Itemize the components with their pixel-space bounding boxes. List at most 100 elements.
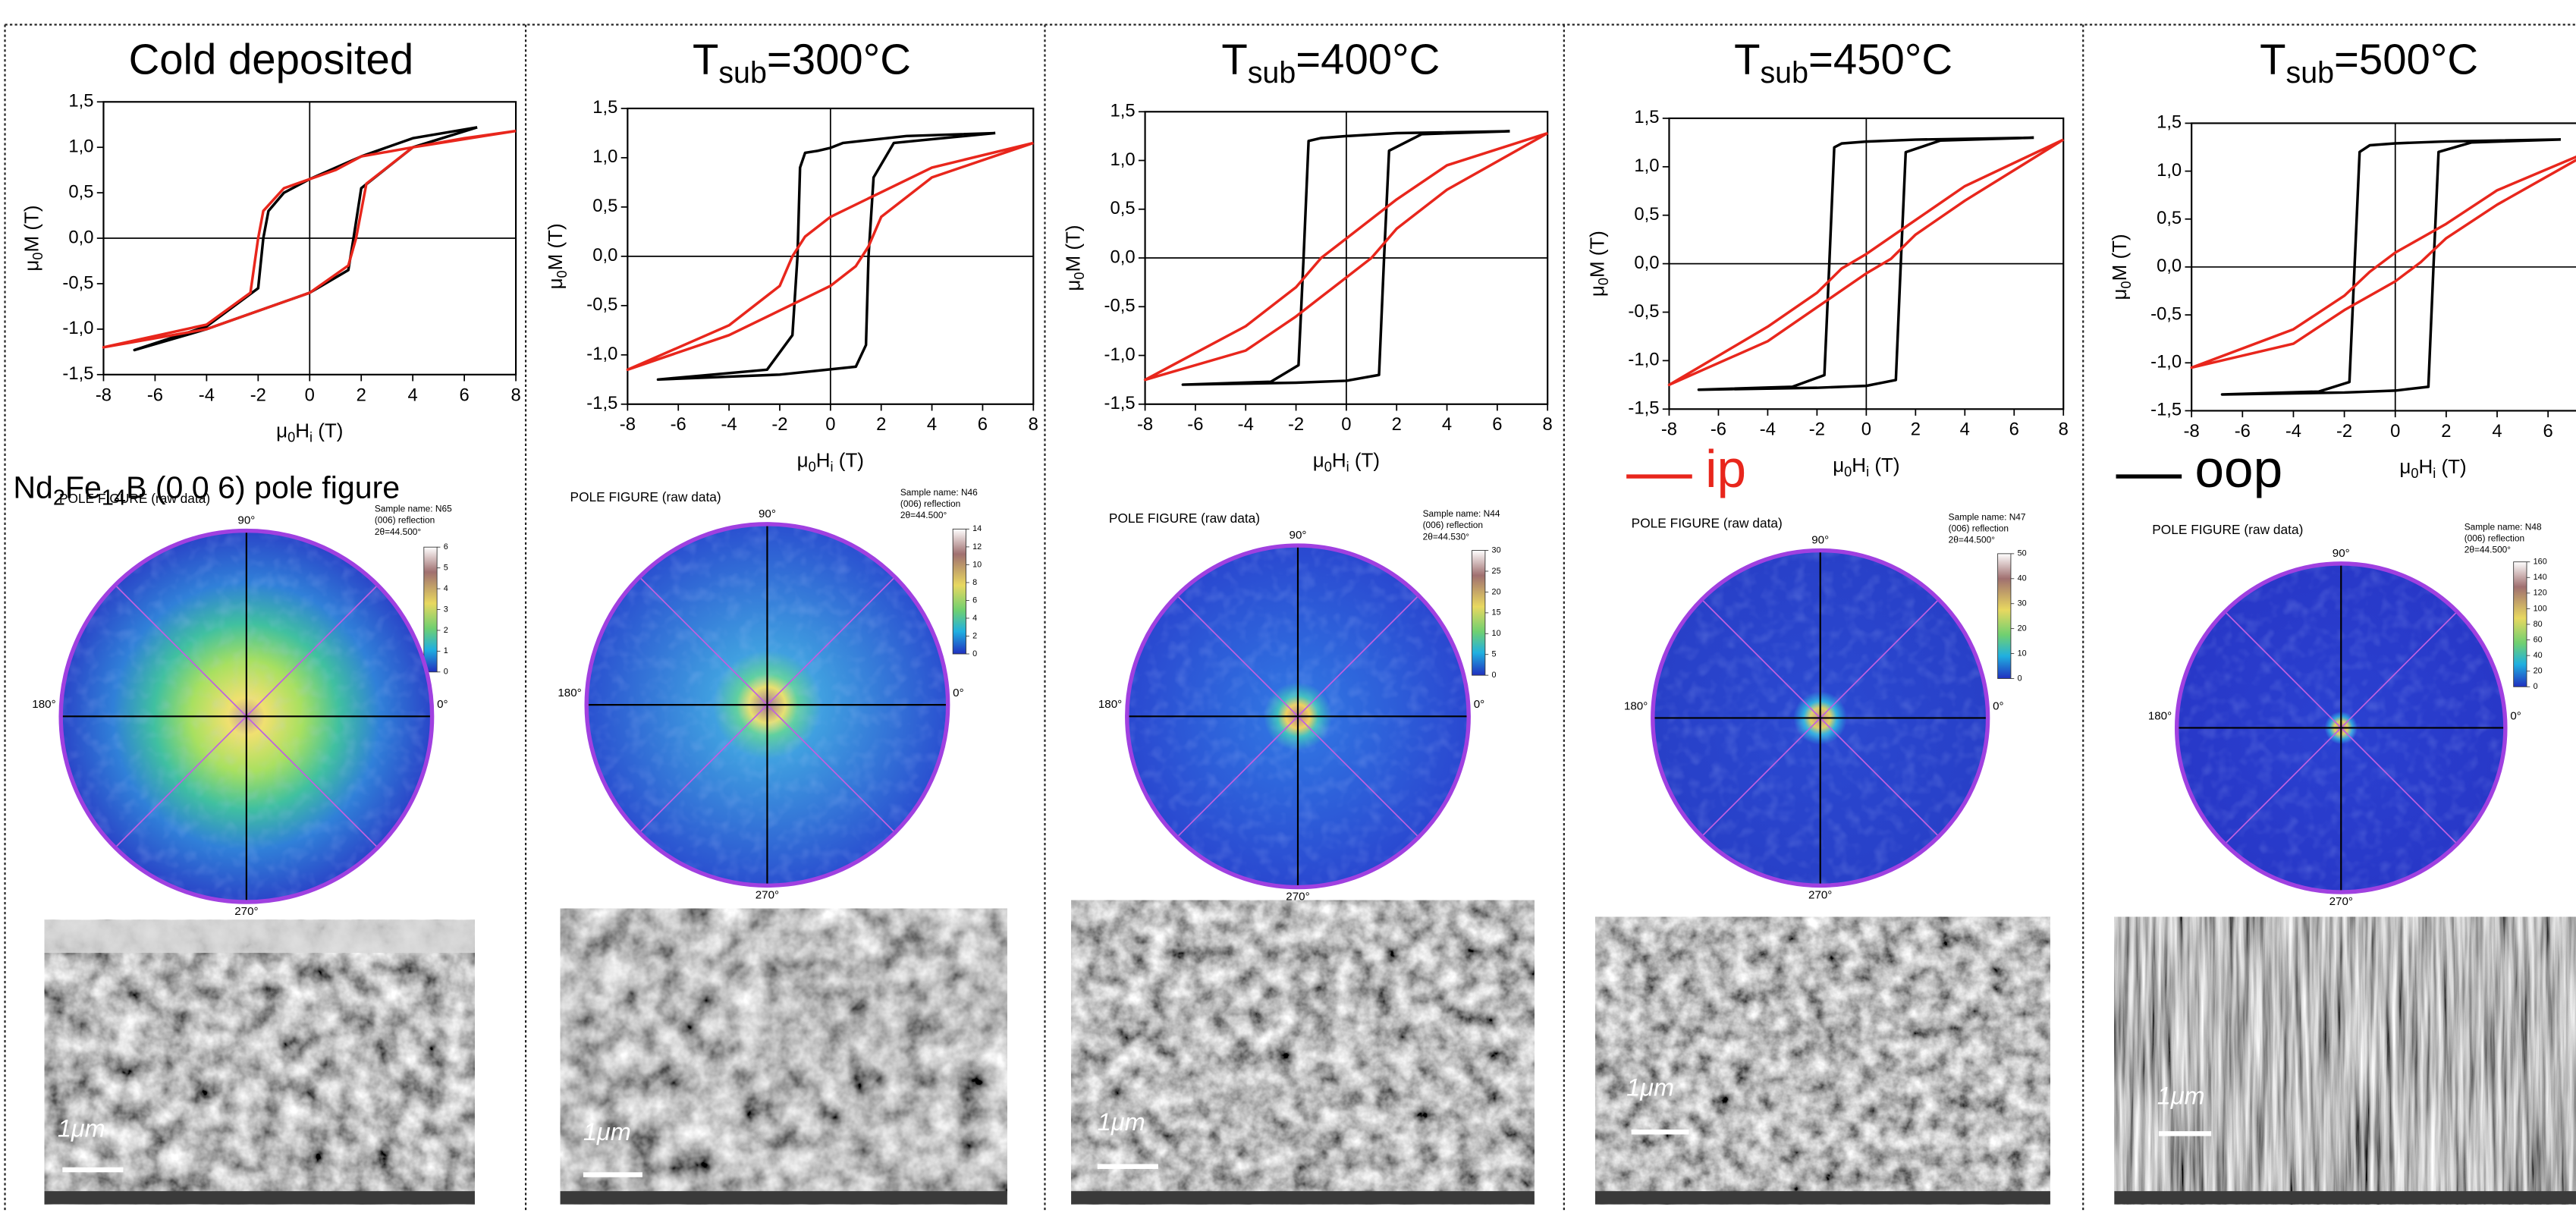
x-tick-label: -6 [2235, 421, 2251, 442]
pole-angle-label: 0° [2510, 709, 2521, 722]
y-tick-label: 1,5 [2157, 112, 2182, 133]
chart-title: Tsub=300°C [693, 35, 911, 90]
x-tick-label: 4 [927, 414, 937, 435]
x-tick-label: -6 [147, 385, 163, 405]
x-tick-label: -4 [721, 414, 737, 435]
colorbar-tick-label: 20 [2018, 624, 2027, 633]
x-tick-label: -2 [250, 385, 266, 405]
sem-substrate [2114, 1191, 2576, 1205]
colorbar-tick-label: 20 [1492, 587, 1501, 596]
colorbar-tick-label: 14 [972, 524, 982, 533]
y-tick-label: -1,0 [586, 344, 617, 364]
pole-angle-label: 180° [32, 698, 55, 711]
colorbar-tick-label: 80 [2534, 620, 2543, 629]
pole-two-theta: 2θ=44.500° [900, 510, 947, 520]
pole-figure-label-part: B (0 0 6) pole figure [126, 470, 400, 504]
y-tick-label: -0,5 [1628, 301, 1659, 322]
y-tick-label: -1,5 [1104, 393, 1136, 413]
colorbar-tick-label: 6 [972, 596, 977, 605]
x-tick-label: -8 [620, 414, 636, 435]
colorbar-tick-label: 0 [2534, 682, 2538, 691]
pole-figure-title: POLE FIGURE (raw data) [2152, 522, 2303, 537]
y-tick-label: 1,0 [2157, 160, 2182, 181]
y-tick-label: -0,5 [62, 272, 93, 293]
x-tick-label: -8 [1137, 414, 1153, 435]
x-tick-label: 4 [408, 385, 418, 405]
chart-title-part: =450°C [1808, 35, 1952, 83]
scale-bar [62, 1167, 124, 1173]
colorbar-tick-label: 4 [444, 584, 448, 593]
x-tick-label: 0 [1861, 420, 1871, 440]
x-tick-label: 2 [357, 385, 366, 405]
scale-bar [2158, 1131, 2212, 1136]
y-axis-label: μ0M (T) [20, 205, 46, 271]
x-tick-label: 6 [978, 414, 988, 435]
colorbar-tick-label: 15 [1492, 608, 1501, 617]
pole-sample: Sample name: N48 [2464, 521, 2542, 532]
x-tick-label: 4 [2492, 421, 2502, 442]
x-axis-label-part: i [309, 429, 313, 445]
x-tick-label: 8 [2059, 420, 2069, 440]
pole-figure-rim [58, 528, 435, 904]
x-tick-label: -4 [1238, 414, 1254, 435]
x-axis-label-part: H [295, 419, 309, 442]
pole-figure-title: POLE FIGURE (raw data) [570, 489, 721, 504]
x-tick-label: -4 [1760, 420, 1776, 440]
sem-image [1071, 900, 1535, 1205]
pole-sample: Sample name: N47 [1949, 511, 2026, 522]
colorbar-tick-label: 160 [2534, 558, 2547, 567]
x-axis-label: μ0Hi (T) [1313, 448, 1380, 474]
x-axis-label: μ0Hi (T) [276, 419, 343, 445]
x-axis-label: μ0Hi (T) [2399, 455, 2466, 481]
colorbar-tick-label: 20 [2534, 667, 2543, 676]
x-tick-label: 6 [1492, 414, 1502, 435]
x-tick-label: 8 [1543, 414, 1553, 435]
colorbar-tick-label: 0 [444, 668, 448, 677]
x-tick-label: 6 [2009, 420, 2019, 440]
pole-reflection: (006) reflection [2464, 533, 2524, 544]
sem-surface [44, 919, 475, 954]
y-tick-label: -1,5 [62, 363, 93, 384]
x-tick-label: 6 [460, 385, 470, 405]
y-tick-label: 0,5 [2157, 208, 2182, 228]
pole-angle-label: 90° [2333, 547, 2350, 560]
pole-angle-label: 0° [1474, 698, 1484, 711]
colorbar [2513, 561, 2527, 687]
scale-bar-label: 1μm [1626, 1073, 1674, 1101]
pole-figure-rim [1651, 548, 1990, 888]
chart-title-part: T [1734, 35, 1760, 83]
colorbar-tick-label: 10 [972, 560, 982, 569]
legend-label: oop [2195, 439, 2283, 498]
y-axis-label: μ0M (T) [1585, 231, 1611, 297]
y-axis-label-part: 0 [1072, 272, 1087, 279]
pole-angle-label: 0° [437, 698, 448, 711]
y-axis-label-part: M (T) [1061, 225, 1084, 272]
y-axis-label-part: M (T) [20, 205, 42, 252]
chart-title: Tsub=500°C [2260, 35, 2478, 90]
x-axis-label: μ0Hi (T) [1833, 454, 1899, 479]
colorbar [952, 528, 966, 655]
colorbar-tick-label: 0 [972, 649, 977, 658]
y-tick-label: -0,5 [586, 294, 617, 315]
x-tick-label: -4 [2285, 421, 2301, 442]
colorbar-tick-label: 140 [2534, 573, 2547, 582]
colorbar-tick-label: 2 [972, 631, 977, 640]
y-tick-label: -1,5 [2150, 400, 2182, 420]
y-axis-label-part: 0 [30, 252, 46, 259]
colorbar-tick-label: 0 [2018, 674, 2022, 683]
x-axis-label-part: H [1852, 454, 1866, 476]
x-axis-label-part: μ [1313, 448, 1324, 471]
y-tick-label: -1,0 [62, 318, 93, 338]
pole-reflection: (006) reflection [900, 498, 960, 509]
y-axis-label-part: M (T) [2108, 234, 2131, 281]
y-axis-label-part: M (T) [1585, 231, 1608, 278]
x-tick-label: 8 [510, 385, 520, 405]
pole-angle-label: 0° [953, 687, 964, 699]
pole-angle-label: 270° [1286, 891, 1309, 903]
y-tick-label: 0,0 [592, 245, 617, 266]
sem-image [2114, 916, 2576, 1205]
chart-title-part: Cold deposited [129, 35, 414, 83]
x-tick-label: 0 [1341, 414, 1351, 435]
colorbar-tick-label: 40 [2534, 651, 2543, 660]
pole-figure-label-part: Nd [13, 470, 53, 504]
